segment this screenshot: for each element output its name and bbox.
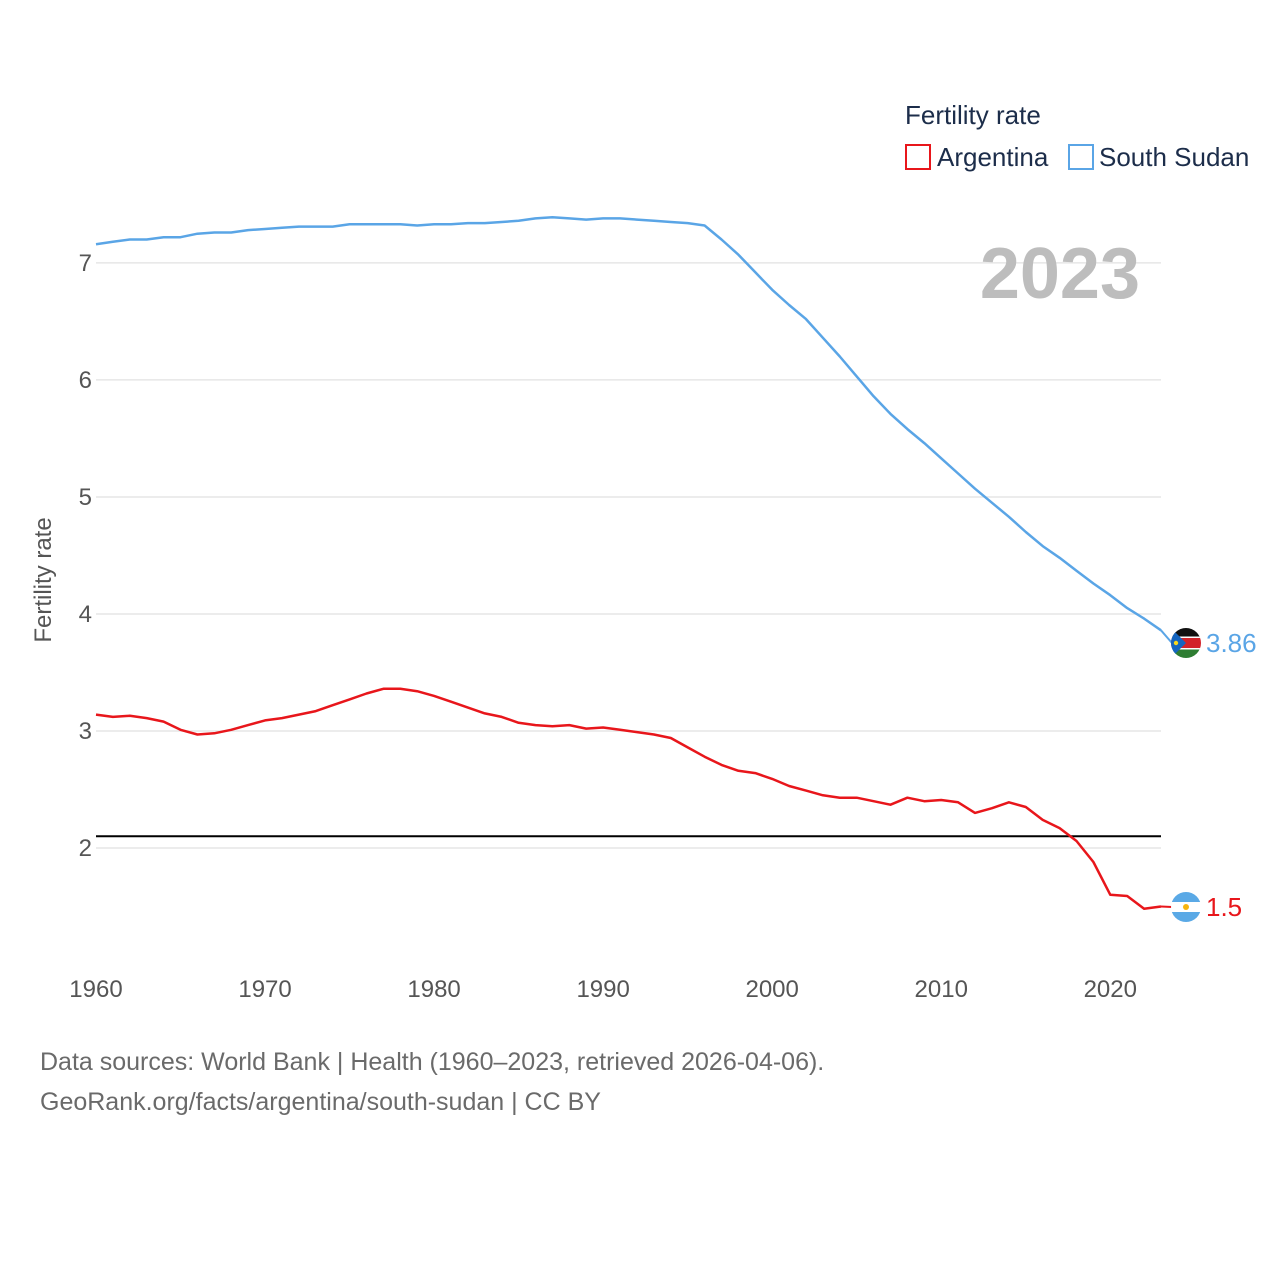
legend-swatch-south-sudan: [1068, 144, 1094, 170]
connector-argentina: [1160, 905, 1173, 908]
y-tick-4: 4: [79, 601, 92, 628]
y-axis-ticks: 2 3 4 5 6 7: [79, 250, 92, 862]
end-label-argentina: 1.5: [1206, 892, 1242, 922]
legend-item-argentina[interactable]: Argentina: [905, 142, 1049, 172]
source-line-1: Data sources: World Bank | Health (1960–…: [40, 1048, 825, 1076]
series-line-argentina[interactable]: [95, 687, 1162, 911]
y-tick-7: 7: [79, 250, 92, 277]
source-line-2[interactable]: GeoRank.org/facts/argentina/south-sudan …: [40, 1088, 601, 1116]
connector-south-sudan: [1160, 629, 1173, 644]
x-tick-1970: 1970: [238, 976, 291, 1003]
legend: Fertility rate Argentina South Sudan: [905, 100, 1249, 172]
x-tick-1980: 1980: [407, 976, 460, 1003]
y-tick-5: 5: [79, 484, 92, 511]
y-tick-2: 2: [79, 835, 92, 862]
y-tick-3: 3: [79, 718, 92, 745]
legend-label-south-sudan: South Sudan: [1099, 142, 1249, 172]
end-labels: 3.86 1.5: [1206, 628, 1257, 922]
x-tick-1960: 1960: [69, 976, 122, 1003]
x-tick-2000: 2000: [745, 976, 798, 1003]
x-tick-2020: 2020: [1084, 976, 1137, 1003]
year-label: 2023: [980, 234, 1140, 314]
x-axis-ticks: 1960 1970 1980 1990 2000 2010 2020: [69, 976, 1137, 1003]
legend-label-argentina: Argentina: [937, 142, 1049, 172]
legend-title: Fertility rate: [905, 100, 1041, 130]
end-markers: [1171, 628, 1201, 922]
y-tick-6: 6: [79, 367, 92, 394]
legend-swatch-argentina: [905, 144, 931, 170]
source-note: Data sources: World Bank | Health (1960–…: [40, 1042, 824, 1122]
series-line-south-sudan[interactable]: [95, 216, 1162, 632]
end-label-south-sudan: 3.86: [1206, 628, 1257, 658]
x-tick-1990: 1990: [576, 976, 629, 1003]
y-axis-label: Fertility rate: [30, 517, 57, 642]
south-sudan-flag-icon: [1171, 628, 1201, 658]
argentina-flag-icon: [1171, 892, 1201, 922]
grid-lines: [96, 262, 1161, 849]
x-tick-2010: 2010: [915, 976, 968, 1003]
line-chart: 2 3 4 5 6 7 1960 1970 1980 1990 2000 2010 2020 Fert…: [30, 100, 1257, 1003]
legend-item-south-sudan[interactable]: South Sudan: [1068, 142, 1249, 172]
series-lines: [95, 216, 1173, 911]
